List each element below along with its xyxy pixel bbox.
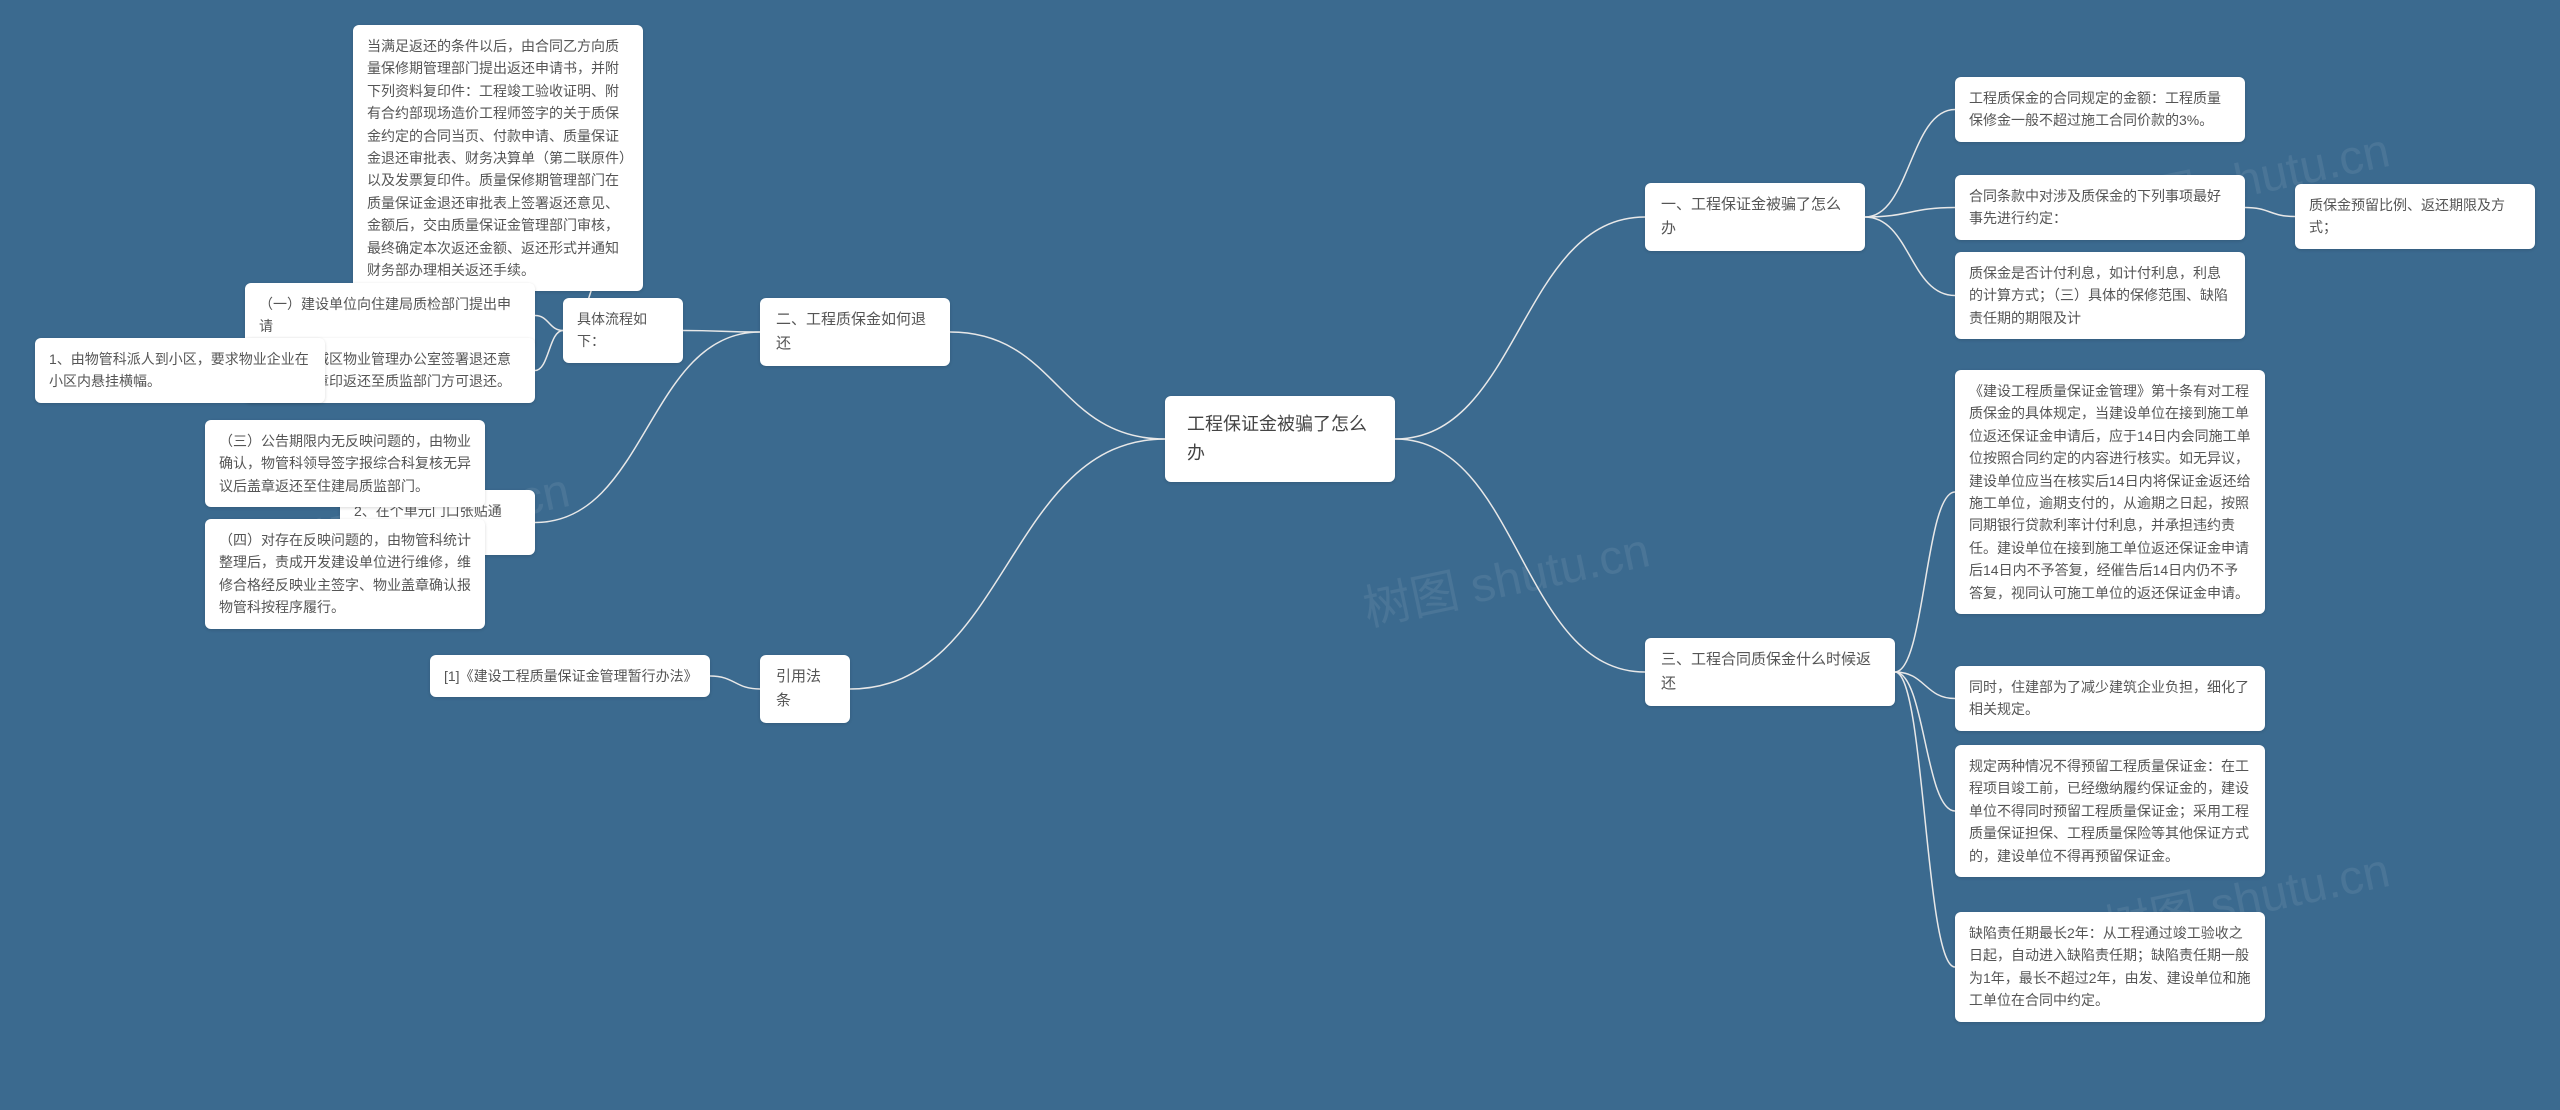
leaf-2-process-detail[interactable]: 当满足返还的条件以后，由合同乙方向质量保修期管理部门提出返还申请书，并附下列资料… [353, 25, 643, 291]
branch-3[interactable]: 三、工程合同质保金什么时候返还 [1645, 638, 1895, 706]
leaf-1-1[interactable]: 工程质保金的合同规定的金额：工程质量保修金一般不超过施工合同价款的3%。 [1955, 77, 2245, 142]
leaf-3-2[interactable]: 同时，住建部为了减少建筑企业负担，细化了相关规定。 [1955, 666, 2265, 731]
branch-1[interactable]: 一、工程保证金被骗了怎么办 [1645, 183, 1865, 251]
watermark: 树图 shutu.cn [1356, 511, 1655, 640]
leaf-3-1[interactable]: 《建设工程质量保证金管理》第十条有对工程质保金的具体规定，当建设单位在接到施工单… [1955, 370, 2265, 614]
leaf-1-3[interactable]: 质保金是否计付利息，如计付利息，利息的计算方式；（三）具体的保修范围、缺陷责任期… [1955, 252, 2245, 339]
leaf-3-3[interactable]: 规定两种情况不得预留工程质量保证金：在工程项目竣工前，已经缴纳履约保证金的，建设… [1955, 745, 2265, 877]
leaf-2-2-1[interactable]: （三）公告期限内无反映问题的，由物业确认，物管科领导签字报综合科复核无异议后盖章… [205, 420, 485, 507]
leaf-1-2-1[interactable]: 质保金预留比例、返还期限及方式； [2295, 184, 2535, 249]
leaf-2-2-2[interactable]: （四）对存在反映问题的，由物管科统计整理后，责成开发建设单位进行维修，维修合格经… [205, 519, 485, 629]
leaf-2-p-2-1[interactable]: 1、由物管科派人到小区，要求物业企业在小区内悬挂横幅。 [35, 338, 325, 403]
leaf-1-2[interactable]: 合同条款中对涉及质保金的下列事项最好事先进行约定： [1955, 175, 2245, 240]
leaf-4-1[interactable]: [1]《建设工程质量保证金管理暂行办法》 [430, 655, 710, 697]
root-node[interactable]: 工程保证金被骗了怎么办 [1165, 396, 1395, 482]
leaf-3-4[interactable]: 缺陷责任期最长2年：从工程通过竣工验收之日起，自动进入缺陷责任期；缺陷责任期一般… [1955, 912, 2265, 1022]
branch-2[interactable]: 二、工程质保金如何退还 [760, 298, 950, 366]
branch-4[interactable]: 引用法条 [760, 655, 850, 723]
node-2-process[interactable]: 具体流程如下： [563, 298, 683, 363]
